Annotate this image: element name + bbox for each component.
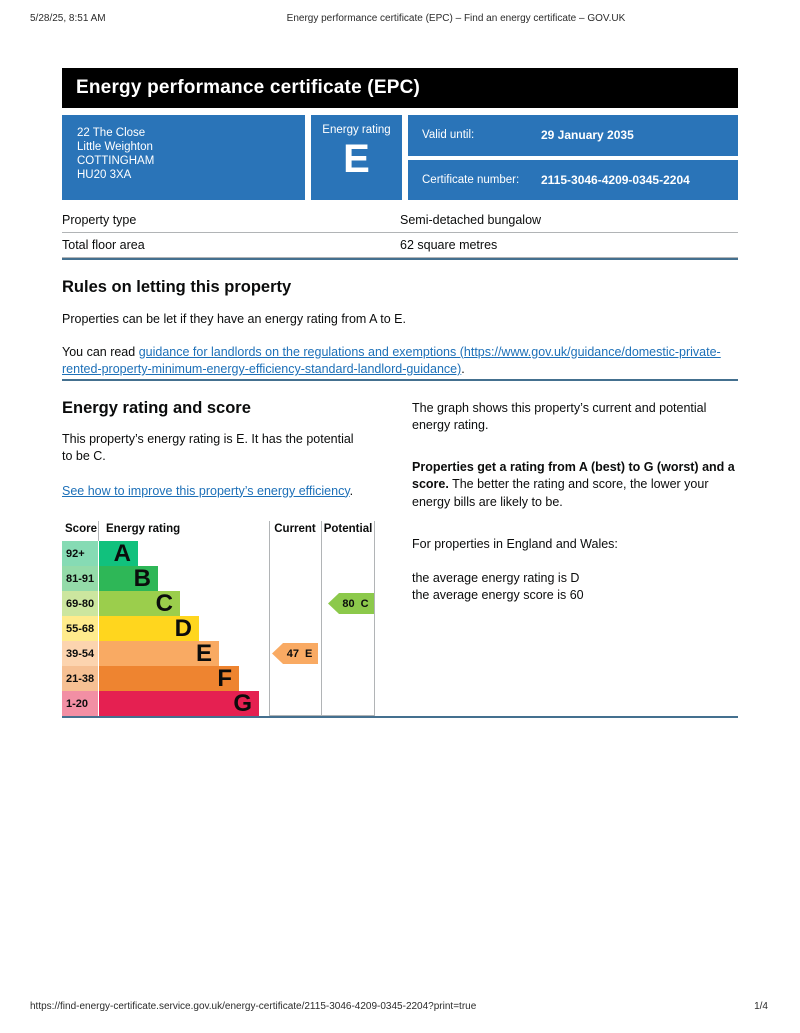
epc-band-bar: B [99, 565, 158, 592]
print-datetime: 5/28/25, 8:51 AM [30, 13, 106, 24]
score-column-divider [98, 521, 99, 541]
energy-rating-box: Energy rating E [311, 115, 402, 200]
certificate-number-row: Certificate number: 2115-3046-4209-0345-… [408, 159, 738, 200]
address-line: COTTINGHAM [77, 155, 155, 167]
print-page-title: Energy performance certificate (EPC) – F… [286, 13, 626, 24]
epc-band-bar: F [99, 665, 239, 692]
table-row: Total floor area 62 square metres [62, 233, 738, 258]
epc-rating-graph: Score Energy rating Current Potential 92… [62, 521, 375, 717]
epc-score-cell: 21-38 [62, 666, 98, 691]
section-divider [62, 378, 738, 381]
epc-band-row: 69-80 C [62, 590, 375, 617]
chart-right-border [374, 521, 375, 716]
address-line: Little Weighton [77, 141, 153, 153]
guidance-link-prefix: You can read [62, 344, 139, 359]
address-line: 22 The Close [77, 127, 146, 139]
certificate-number-value: 2115-3046-4209-0345-2204 [541, 172, 690, 187]
rating-score-column: Energy rating and score This property’s … [62, 381, 375, 717]
improve-paragraph: See how to improve this property’s energ… [62, 483, 362, 501]
epc-band-bar: A [99, 540, 138, 567]
energy-rating-column-header: Energy rating [106, 523, 181, 535]
table-row: Property type Semi-detached bungalow [62, 208, 738, 233]
average-rating-line: the average energy rating is D [412, 570, 580, 585]
rating-scale-text: Properties get a rating from A (best) to… [412, 459, 738, 512]
property-details-table: Property type Semi-detached bungalow Tot… [62, 208, 738, 258]
chart-bottom-border [269, 715, 375, 716]
energy-rating-label: Energy rating [322, 124, 391, 136]
epc-score-cell: 39-54 [62, 641, 98, 666]
energy-rating-letter: E [343, 137, 370, 181]
epc-band-row: 21-38 F [62, 665, 375, 692]
epc-band-row: 39-54 E [62, 640, 375, 667]
certificate-banner-title: Energy performance certificate (EPC) [62, 68, 738, 108]
epc-band-rows: 92+ A 81-91 B 69-80 C 55-68 D 39-54 E 21-38 F 1-20 G [62, 540, 375, 717]
epc-score-cell: 81-91 [62, 566, 98, 591]
average-rating-text: the average energy rating is D the averag… [412, 570, 738, 605]
average-score-line: the average energy score is 60 [412, 588, 584, 602]
print-footer-url: https://find-energy-certificate.service.… [30, 1001, 477, 1012]
rating-scale-bold: Properties get a rating from A (best) to… [412, 459, 735, 492]
floor-area-value: 62 square metres [400, 238, 498, 252]
valid-until-label: Valid until: [422, 129, 475, 142]
valid-until-value: 29 January 2035 [541, 128, 634, 143]
current-column-header: Current [274, 523, 316, 535]
section-divider [62, 716, 738, 718]
epc-band-row: 92+ A [62, 540, 375, 567]
score-column-header: Score [65, 523, 97, 535]
letting-guidance-paragraph: You can read guidance for landlords on t… [62, 344, 738, 379]
rating-scale-rest: The better the rating and score, the low… [412, 477, 709, 509]
epc-band-row: 81-91 B [62, 565, 375, 592]
landlord-guidance-link[interactable]: guidance for landlords on the regulation… [62, 344, 721, 377]
energy-rating-section: Energy rating and score This property’s … [62, 381, 738, 717]
epc-band-bar: E [99, 640, 219, 667]
letting-rules-body: Properties can be let if they have an en… [62, 312, 406, 326]
graph-explanation-text: The graph shows this property’s current … [412, 400, 707, 433]
certificate-summary: 22 The Close Little Weighton COTTINGHAM … [62, 115, 738, 200]
epc-band-row: 55-68 D [62, 615, 375, 642]
validity-column: Valid until: 29 January 2035 Certificate… [408, 115, 738, 200]
improve-suffix: . [349, 483, 354, 498]
valid-until-row: Valid until: 29 January 2035 [408, 115, 738, 156]
epc-band-bar: G [99, 690, 259, 717]
rating-intro-text: This property’s energy rating is E. It h… [62, 431, 354, 464]
epc-band-row: 1-20 G [62, 690, 375, 717]
potential-column-divider [321, 521, 322, 716]
current-column-divider [269, 521, 270, 716]
print-page-indicator: 1/4 [754, 1001, 768, 1012]
certificate-number-label: Certificate number: [422, 173, 520, 186]
rating-explanation-column: The graph shows this property’s current … [412, 381, 738, 717]
current-score: 47 [286, 647, 299, 660]
address-line: HU20 3XA [77, 169, 132, 181]
potential-rating-arrow: 80 C [328, 593, 374, 614]
current-letter: E [304, 647, 313, 660]
england-wales-text: For properties in England and Wales: [412, 537, 618, 551]
property-address: 22 The Close Little Weighton COTTINGHAM … [62, 115, 305, 200]
epc-band-bar: C [99, 590, 180, 617]
floor-area-label: Total floor area [62, 238, 145, 252]
guidance-link-suffix: . [461, 362, 465, 376]
epc-score-cell: 1-20 [62, 691, 98, 716]
epc-graph-header: Score Energy rating Current Potential [62, 521, 375, 541]
section-divider [62, 258, 738, 260]
property-type-label: Property type [62, 213, 137, 227]
improve-efficiency-link[interactable]: See how to improve this property’s energ… [62, 483, 350, 498]
potential-score: 80 [342, 597, 355, 610]
potential-letter: C [360, 597, 369, 610]
letting-rules-heading: Rules on letting this property [62, 278, 292, 296]
current-rating-arrow: 47 E [272, 643, 318, 664]
potential-column-header: Potential [323, 523, 373, 535]
epc-band-bar: D [99, 615, 199, 642]
energy-rating-heading: Energy rating and score [62, 398, 251, 417]
epc-score-cell: 69-80 [62, 591, 98, 616]
letting-rules-section: Rules on letting this property Propertie… [62, 277, 738, 379]
epc-score-cell: 92+ [62, 541, 98, 566]
certificate-content: Energy performance certificate (EPC) 22 … [62, 68, 738, 718]
epc-score-cell: 55-68 [62, 616, 98, 641]
property-type-value: Semi-detached bungalow [400, 213, 542, 227]
